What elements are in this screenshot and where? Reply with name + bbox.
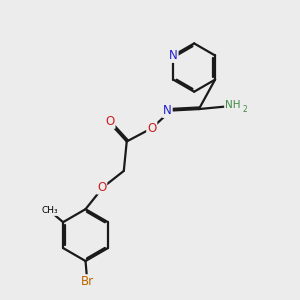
Text: O: O (105, 115, 115, 128)
Text: CH₃: CH₃ (41, 206, 58, 215)
Text: O: O (97, 181, 106, 194)
Text: 2: 2 (243, 105, 248, 114)
Text: N: N (163, 104, 172, 117)
Text: NH: NH (225, 100, 241, 110)
Text: methyl: methyl (47, 210, 52, 211)
Text: Br: Br (80, 275, 94, 288)
Text: N: N (169, 49, 178, 62)
Text: O: O (147, 122, 156, 135)
